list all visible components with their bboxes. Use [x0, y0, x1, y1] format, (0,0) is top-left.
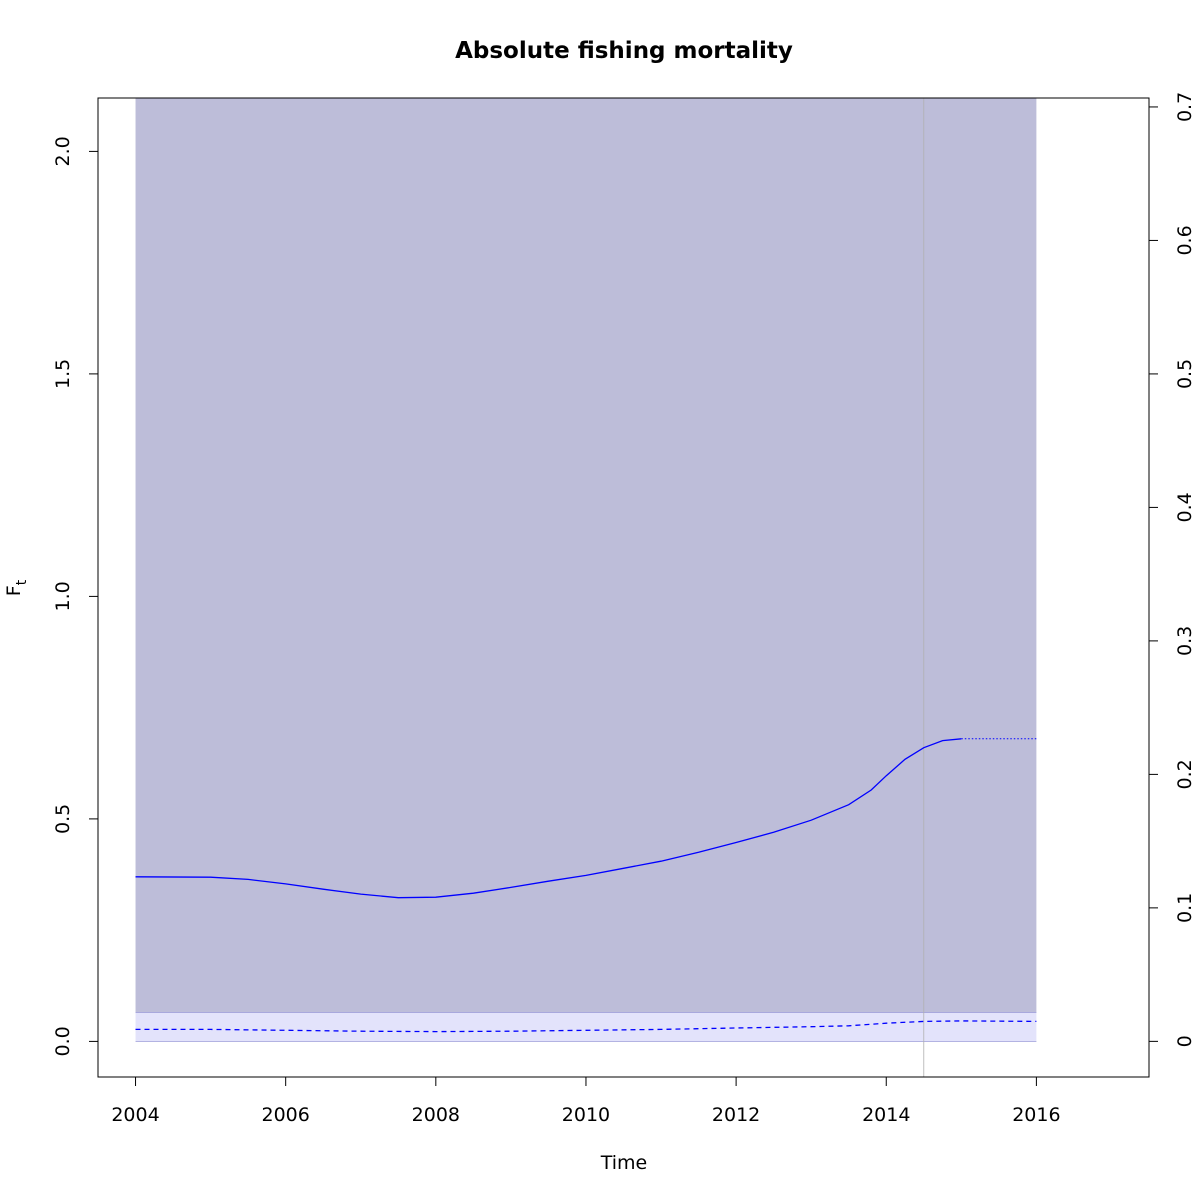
x-tick-label: 2008 — [412, 1104, 460, 1126]
x-tick-label: 2012 — [712, 1104, 760, 1126]
y2-tick-label: 0.1 — [1174, 893, 1196, 923]
chart-title: Absolute fishing mortality — [455, 38, 793, 64]
y-tick-label: 1.5 — [52, 359, 74, 389]
x-tick-label: 2006 — [261, 1104, 309, 1126]
upper-band — [135, 98, 1037, 1013]
y-tick-label: 0.0 — [52, 1026, 74, 1056]
y-axis-title: Ft — [3, 579, 30, 596]
series-lines — [135, 738, 1037, 1033]
y2-tick-label: 0.6 — [1174, 225, 1196, 255]
x-tick-label: 2004 — [111, 1104, 159, 1126]
y2-tick-label: 0.3 — [1174, 626, 1196, 656]
y-axis: 0.0 0.5 1.0 1.5 2.0 — [52, 136, 98, 1057]
y-tick-label: 1.0 — [52, 581, 74, 611]
series-line-dashed — [135, 1020, 1037, 1033]
x-axis: 2004 2006 2008 2010 2012 2014 2016 — [111, 1076, 1061, 1126]
x-tick-label: 2014 — [862, 1104, 910, 1126]
y-axis-title-main: F — [3, 585, 25, 596]
y2-tick-label: 0.2 — [1174, 759, 1196, 789]
y-tick-label: 0.5 — [52, 804, 74, 834]
y2-tick-label: 0.5 — [1174, 359, 1196, 389]
y2-tick-label: 0.7 — [1174, 92, 1196, 122]
x-tick-label: 2016 — [1012, 1104, 1060, 1126]
y2-tick-label: 0 — [1174, 1035, 1196, 1047]
y-tick-label: 2.0 — [52, 136, 74, 166]
lower-band — [135, 1012, 1037, 1042]
y-axis-title-subscript: t — [14, 579, 30, 585]
confidence-bands — [135, 98, 1037, 1042]
x-tick-label: 2010 — [562, 1104, 610, 1126]
secondary-y-axis: 0 0.1 0.2 0.3 0.4 0.5 0.6 0.7 — [1148, 92, 1196, 1047]
series-line-solid — [135, 738, 962, 899]
y2-tick-label: 0.4 — [1174, 492, 1196, 522]
x-axis-title: Time — [600, 1152, 648, 1174]
